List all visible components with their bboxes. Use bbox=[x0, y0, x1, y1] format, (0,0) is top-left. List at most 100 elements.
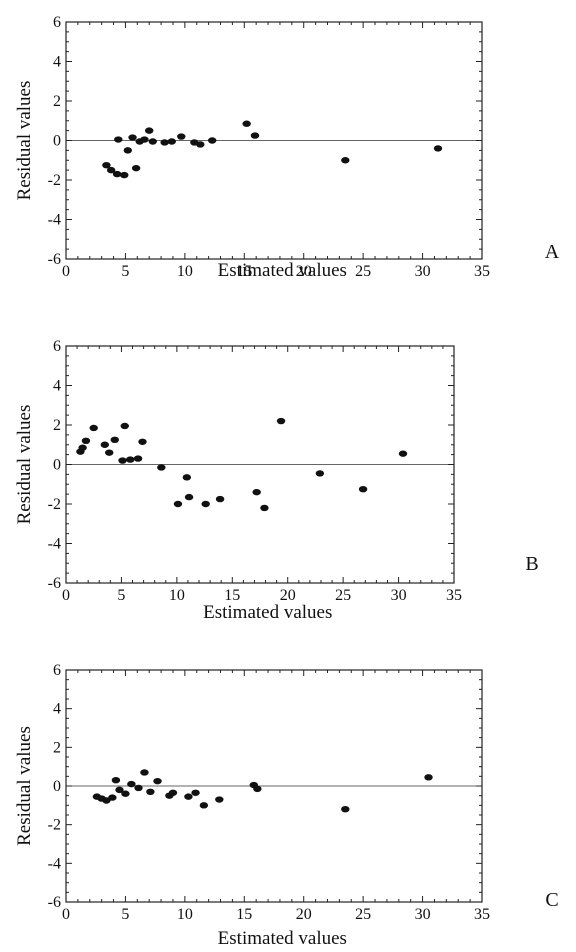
y-tick-label: -2 bbox=[48, 172, 61, 189]
x-tick-label: 10 bbox=[177, 906, 193, 923]
y-tick-label: -6 bbox=[48, 894, 61, 911]
x-tick-label: 25 bbox=[355, 263, 371, 280]
y-tick-label: -6 bbox=[48, 575, 61, 592]
scatter-point bbox=[199, 802, 209, 809]
y-axis-label: Residual values bbox=[14, 81, 35, 201]
panel-label: C bbox=[545, 889, 558, 911]
x-tick-label: 0 bbox=[62, 906, 70, 923]
scatter-point bbox=[201, 500, 210, 508]
x-tick-label: 0 bbox=[62, 587, 70, 604]
scatter-point bbox=[184, 493, 194, 501]
y-tick-label: -2 bbox=[48, 496, 61, 513]
scatter-point bbox=[276, 417, 286, 425]
y-tick-label: 0 bbox=[53, 133, 61, 150]
x-tick-label: 30 bbox=[391, 587, 407, 604]
scatter-point bbox=[112, 170, 122, 178]
scatter-point bbox=[196, 141, 205, 148]
scatter-point bbox=[433, 145, 443, 152]
scatter-point bbox=[123, 147, 133, 154]
chart-panel-b: 0 5 10 15 20 25 30 35 -6 -4 -2 0 2 4 6 Estimated values… bbox=[14, 338, 539, 623]
scatter-point bbox=[100, 441, 110, 448]
y-tick-label: -2 bbox=[48, 817, 61, 834]
y-tick-label: 2 bbox=[53, 93, 61, 110]
chart-panel-c: 0 5 10 15 20 25 30 35 -6 -4 -2 0 2 4 6 Estimated values… bbox=[14, 662, 559, 949]
scatter-point bbox=[215, 796, 224, 803]
x-tick-label: 30 bbox=[415, 906, 431, 923]
scatter-point bbox=[115, 786, 124, 794]
panel-label: B bbox=[525, 553, 538, 575]
y-tick-label: 4 bbox=[53, 54, 61, 71]
scatter-point bbox=[108, 794, 117, 801]
x-tick-label: 5 bbox=[121, 263, 129, 280]
x-axis-label: Estimated values bbox=[218, 260, 347, 281]
scatter-point bbox=[215, 495, 225, 503]
scatter-point bbox=[182, 474, 192, 481]
scatter-point bbox=[177, 133, 186, 140]
scatter-point bbox=[398, 450, 408, 457]
scatter-point bbox=[145, 127, 154, 134]
scatter-point bbox=[89, 424, 98, 432]
y-tick-label: 4 bbox=[53, 701, 61, 718]
x-tick-label: 35 bbox=[474, 906, 490, 923]
scatter-point bbox=[148, 138, 157, 145]
x-tick-label: 10 bbox=[177, 263, 193, 280]
scatter-point bbox=[252, 488, 261, 496]
scatter-point bbox=[191, 789, 200, 796]
scatter-point bbox=[134, 784, 143, 792]
scatter-point bbox=[250, 132, 260, 139]
scatter-point bbox=[127, 780, 136, 788]
scatter-point bbox=[114, 136, 123, 143]
scatter-point bbox=[253, 785, 262, 793]
scatter-point bbox=[111, 777, 121, 784]
y-tick-label: -6 bbox=[48, 251, 61, 268]
scatter-point bbox=[81, 437, 91, 444]
x-tick-label: 20 bbox=[296, 906, 312, 923]
y-tick-label: -4 bbox=[48, 855, 61, 872]
scatter-point bbox=[341, 806, 350, 813]
y-tick-label: -4 bbox=[48, 212, 61, 229]
scatter-point bbox=[118, 457, 127, 464]
y-tick-label: -4 bbox=[48, 536, 61, 553]
scatter-point bbox=[128, 134, 137, 141]
scatter-point bbox=[131, 164, 141, 172]
y-tick-label: 0 bbox=[53, 457, 61, 474]
scatter-point bbox=[78, 444, 87, 451]
x-tick-label: 35 bbox=[446, 587, 462, 604]
scatter-point bbox=[153, 777, 162, 785]
scatter-point bbox=[133, 455, 143, 462]
scatter-point bbox=[126, 456, 135, 463]
scatter-point bbox=[140, 769, 149, 776]
scatter-point bbox=[242, 120, 251, 127]
scatter-point bbox=[173, 500, 183, 508]
x-tick-label: 15 bbox=[236, 263, 252, 280]
y-tick-label: 2 bbox=[53, 739, 61, 756]
scatter-point bbox=[315, 470, 325, 477]
x-tick-label: 10 bbox=[169, 587, 185, 604]
scatter-point bbox=[120, 171, 129, 179]
scatter-point bbox=[207, 137, 217, 144]
y-axis-label: Residual values bbox=[14, 405, 35, 525]
scatter-point bbox=[146, 788, 155, 795]
x-axis-label: Estimated values bbox=[203, 602, 332, 623]
scatter-point bbox=[120, 422, 129, 430]
scatter-point bbox=[106, 166, 116, 174]
scatter-point bbox=[102, 161, 111, 169]
x-tick-label: 25 bbox=[355, 906, 371, 923]
panel-label: A bbox=[545, 241, 560, 263]
y-tick-label: 2 bbox=[53, 417, 61, 434]
x-tick-label: 30 bbox=[415, 263, 431, 280]
scatter-point bbox=[157, 464, 166, 471]
scatter-point bbox=[110, 436, 119, 444]
y-tick-label: 4 bbox=[53, 378, 61, 395]
scatter-point bbox=[105, 449, 114, 456]
scatter-point bbox=[424, 774, 433, 781]
x-tick-label: 5 bbox=[121, 906, 129, 923]
scatter-point bbox=[167, 138, 176, 145]
y-tick-label: 0 bbox=[53, 778, 61, 795]
chart-panel-a: 0 5 10 15 20 25 30 35 -6 -4 -2 0 2 4 6 Estimated values… bbox=[14, 14, 560, 281]
scatter-point bbox=[138, 438, 147, 445]
y-tick-label: 6 bbox=[53, 338, 61, 355]
x-tick-label: 20 bbox=[296, 263, 312, 280]
scatter-point bbox=[260, 504, 269, 512]
